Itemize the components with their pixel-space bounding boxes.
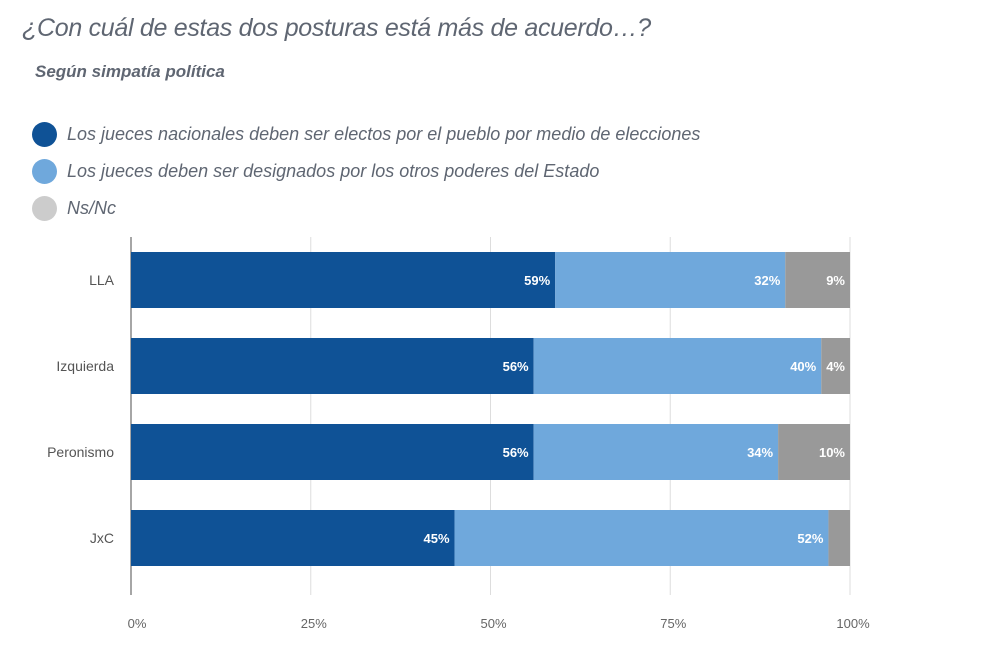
data-label: 40%: [790, 359, 816, 374]
data-label: 9%: [826, 273, 845, 288]
bar-segment: [778, 424, 850, 480]
bar-segment: [131, 252, 556, 308]
legend-dot-icon: [32, 122, 57, 147]
bar-segment: [555, 252, 786, 308]
data-label: 45%: [424, 531, 450, 546]
chart-title: ¿Con cuál de estas dos posturas está más…: [22, 14, 651, 42]
category-label: Izquierda: [56, 358, 114, 374]
data-label: 10%: [819, 445, 845, 460]
legend-item: Los jueces deben ser designados por los …: [32, 153, 700, 190]
bar-segment: [821, 338, 850, 394]
bar-segment: [131, 338, 534, 394]
x-tick-label: 0%: [128, 616, 147, 631]
data-label: 56%: [503, 359, 529, 374]
bar-segment: [454, 510, 829, 566]
data-label: 52%: [797, 531, 823, 546]
x-tick-label: 50%: [480, 616, 506, 631]
x-tick-label: 100%: [836, 616, 870, 631]
legend-dot-icon: [32, 159, 57, 184]
data-label: 4%: [826, 359, 845, 374]
legend-dot-icon: [32, 196, 57, 221]
bar-segment: [828, 510, 850, 566]
legend-item: Los jueces nacionales deben ser electos …: [32, 116, 700, 153]
x-tick-label: 75%: [660, 616, 686, 631]
x-tick-label: 25%: [301, 616, 327, 631]
chart-subtitle: Según simpatía política: [35, 62, 225, 81]
category-label: Peronismo: [47, 444, 114, 460]
bar-segment: [785, 252, 850, 308]
data-label: 32%: [754, 273, 780, 288]
bar-segment: [533, 424, 779, 480]
category-label: LLA: [89, 272, 115, 288]
category-label: JxC: [90, 530, 114, 546]
bar-segment: [533, 338, 822, 394]
data-label: 59%: [524, 273, 550, 288]
legend-label: Ns/Nc: [67, 198, 116, 218]
data-label: 34%: [747, 445, 773, 460]
bar-segment: [131, 424, 534, 480]
data-label: 56%: [503, 445, 529, 460]
legend-label: Los jueces nacionales deben ser electos …: [67, 124, 701, 144]
legend-item: Ns/Nc: [32, 190, 700, 227]
legend-label: Los jueces deben ser designados por los …: [67, 161, 600, 181]
legend: Los jueces nacionales deben ser electos …: [32, 116, 700, 227]
bar-segment: [131, 510, 455, 566]
